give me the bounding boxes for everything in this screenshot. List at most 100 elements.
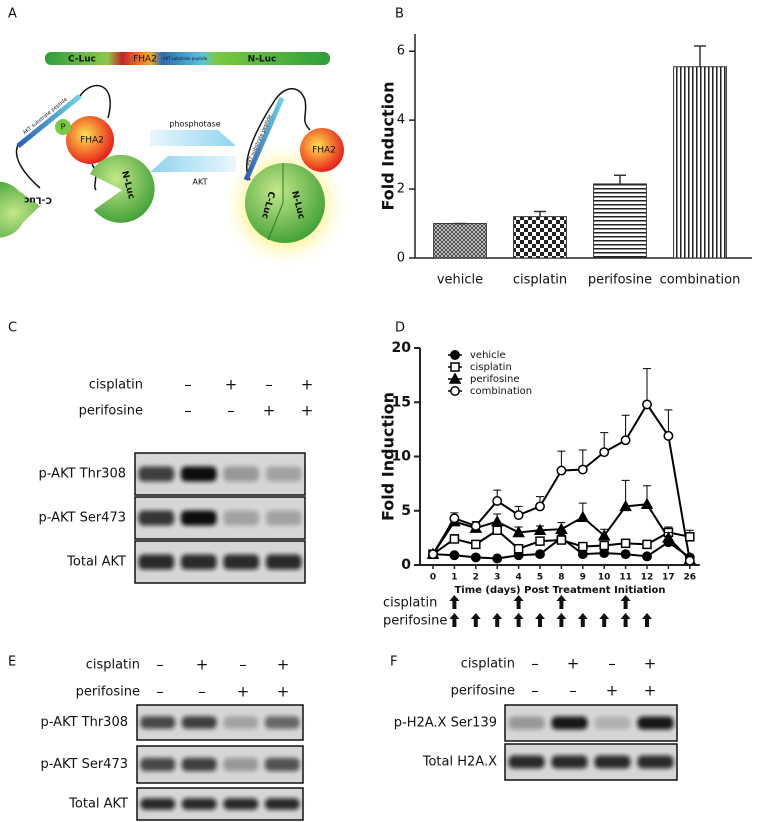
blot-band (223, 798, 259, 810)
marker (556, 465, 567, 476)
blot-band (265, 554, 302, 570)
condition-label: cisplatin (461, 657, 515, 672)
peptide (243, 96, 285, 182)
blot-band (637, 755, 674, 769)
marker (535, 549, 545, 560)
blot-row-label: p-H2A.X Ser139 (394, 716, 497, 731)
marker (640, 497, 654, 509)
marker (685, 532, 695, 542)
marker (470, 520, 481, 531)
x-tick-label: 5 (537, 573, 543, 583)
construct-label: AKT substrate peptide (163, 56, 208, 61)
y-tick-label: 0 (397, 251, 405, 266)
marker (597, 529, 611, 541)
blot-band (594, 755, 631, 769)
panel-label: B (395, 7, 404, 22)
y-tick-label: 20 (392, 340, 412, 356)
dose-arrow (492, 613, 503, 627)
blot-row-label: p-AKT Thr308 (41, 715, 128, 730)
marker (535, 536, 545, 546)
condition-sign: – (531, 682, 539, 700)
phospho (55, 119, 71, 135)
x-tick-label: perifosine (588, 273, 652, 288)
marker (577, 464, 588, 475)
marker (490, 515, 504, 527)
blot-band (264, 757, 300, 772)
linker (79, 84, 111, 119)
blot-band (140, 798, 176, 810)
blot-row-label: p-AKT Ser473 (38, 511, 126, 526)
marker (449, 513, 460, 524)
c-luc-label: C-Luc (24, 195, 52, 205)
marker (642, 399, 652, 410)
marker (449, 550, 460, 561)
marker (492, 525, 502, 536)
schedule-label: cisplatin (383, 596, 437, 611)
blot-band (138, 510, 175, 526)
blot-band (265, 510, 302, 526)
panel-label: D (395, 321, 405, 336)
construct-label: FHA2 (133, 55, 157, 65)
dose-arrow (513, 595, 524, 609)
blot-row-label: p-AKT Ser473 (40, 757, 128, 772)
bar (513, 216, 567, 259)
blot-band (223, 466, 260, 482)
marker (513, 510, 524, 521)
blot-band (551, 755, 588, 769)
dose-arrow (577, 613, 588, 627)
x-tick-label: 26 (684, 573, 697, 583)
y-tick-label: 4 (397, 113, 405, 128)
c-luc (0, 181, 40, 238)
x-tick-label: 12 (641, 573, 654, 583)
y-tick-label: 2 (397, 182, 405, 197)
legend-label: cisplatin (470, 362, 512, 373)
x-tick-label: 10 (598, 573, 611, 583)
condition-sign: – (569, 682, 577, 700)
marker (555, 522, 568, 534)
condition-label: cisplatin (89, 378, 143, 393)
marker (576, 510, 590, 523)
panel-label: C (8, 321, 17, 336)
condition-sign: + (301, 376, 314, 394)
blot-band (508, 716, 545, 730)
blot-band (223, 554, 260, 570)
blot-band (264, 716, 300, 729)
condition-sign: + (644, 682, 657, 700)
condition-label: perifosine (79, 404, 143, 419)
blot-band (138, 466, 175, 482)
condition-sign: – (265, 376, 273, 394)
legend-marker (448, 372, 462, 384)
schedule-label: perifosine (383, 614, 447, 629)
marker (619, 499, 632, 512)
condition-sign: – (239, 656, 247, 674)
peptide (16, 94, 82, 148)
construct-bar (45, 52, 330, 65)
legend-marker (450, 350, 460, 360)
arrow (150, 130, 236, 146)
condition-sign: + (277, 683, 290, 701)
condition-sign: + (301, 402, 314, 420)
x-tick-label: cisplatin (513, 273, 567, 288)
condition-sign: – (156, 656, 164, 674)
dose-arrow (620, 595, 631, 609)
dose-arrow (620, 613, 631, 627)
x-tick-label: combination (660, 273, 741, 288)
arrow-label: phosphotase (169, 120, 220, 129)
marker (513, 543, 524, 554)
marker (662, 531, 675, 543)
marker (471, 539, 481, 550)
marker (578, 541, 588, 552)
condition-sign: – (184, 376, 192, 394)
blot-band (508, 755, 545, 769)
y-axis-label: Fold Induction (379, 392, 398, 521)
x-tick-label: 9 (580, 573, 586, 583)
condition-sign: – (184, 402, 192, 420)
marker (535, 501, 545, 512)
blot-row-label: Total AKT (68, 797, 128, 812)
blot-band (223, 716, 259, 729)
arrow (150, 156, 236, 172)
linker (245, 88, 311, 181)
blot-band (181, 716, 217, 729)
condition-sign: + (567, 655, 580, 673)
blot-band (265, 466, 302, 482)
